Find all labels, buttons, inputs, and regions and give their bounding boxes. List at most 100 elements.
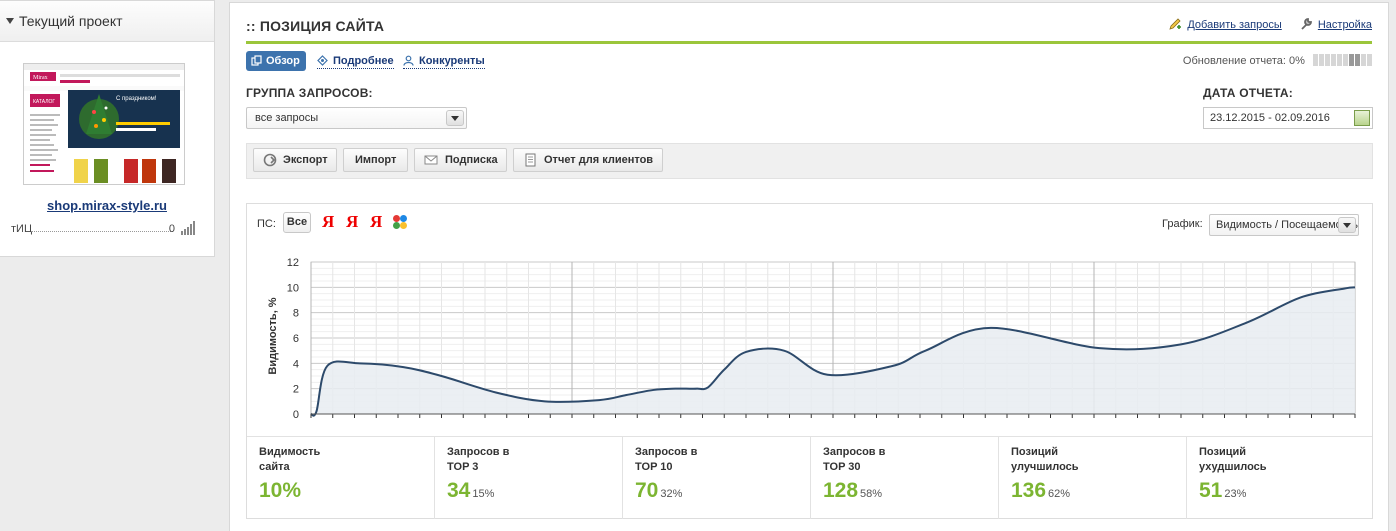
report-date-input[interactable]: 23.12.2015 - 02.09.2016 [1203, 107, 1373, 129]
site-preview-image: Mirax КАТАЛОГ С праздником! [24, 64, 184, 183]
sidebar-header-label: Текущий проект [19, 13, 123, 29]
envelope-icon [424, 155, 438, 165]
query-group-select[interactable]: все запросы [246, 107, 467, 129]
report-toolbar: Экспорт Импорт Подписка Отчет для клиент… [246, 143, 1373, 179]
tic-row: тИЦ 0 [11, 221, 197, 235]
site-thumbnail[interactable]: Mirax КАТАЛОГ С праздником! [23, 63, 185, 185]
stat-title: Позиций улучшилось [1011, 446, 1079, 473]
stat-value: 10% [259, 479, 302, 502]
stat-title: Запросов в TOP 3 [447, 446, 510, 473]
tic-value: 0 [168, 223, 175, 235]
y-tick-label: 0 [293, 409, 299, 421]
y-tick-label: 12 [287, 257, 299, 269]
visibility-line [310, 286, 1356, 417]
chevron-down-icon[interactable] [1338, 217, 1356, 233]
stat-value: 51 [1199, 479, 1223, 502]
import-button[interactable]: Импорт [343, 148, 408, 172]
graph-type-label: График: [1162, 218, 1203, 230]
site-link[interactable]: shop.mirax-style.ru [47, 198, 167, 213]
thumb-logo: Mirax [33, 75, 48, 81]
stat-title: Запросов в TOP 10 [635, 446, 698, 473]
subscribe-button[interactable]: Подписка [414, 148, 507, 172]
sidebar-header[interactable]: Текущий проект [0, 1, 214, 42]
import-label: Импорт [355, 154, 397, 166]
stats-row: Видимость сайта 10% Запросов в TOP 3 34 15%… [247, 436, 1375, 519]
export-button[interactable]: Экспорт [253, 148, 337, 172]
tab-competitors-label: Конкуренты [419, 55, 485, 67]
settings-link[interactable]: Настройка [1299, 18, 1372, 31]
title-divider [246, 41, 1372, 44]
y-tick-label: 8 [293, 308, 299, 320]
tic-leader-dots [31, 231, 173, 232]
stat-top30: Запросов в TOP 30 128 58% [811, 437, 999, 519]
stat-percent: 58% [860, 488, 883, 500]
document-icon [525, 153, 536, 167]
query-group-label: ГРУППА ЗАПРОСОВ: [246, 86, 373, 100]
query-group-value: все запросы [255, 112, 319, 124]
stat-value: 70 [635, 479, 659, 502]
update-progress-bar [1312, 54, 1372, 67]
subscribe-label: Подписка [445, 154, 498, 166]
y-tick-label: 2 [293, 384, 299, 396]
stat-value: 34 [447, 479, 471, 502]
visibility-chart: 0 2 4 6 8 10 12 Видимость, % [267, 257, 1356, 421]
add-queries-link[interactable]: Добавить запросы [1168, 18, 1282, 31]
thumb-banner: С праздником! [116, 96, 157, 102]
tab-details-label: Подробнее [333, 55, 394, 67]
stat-title: Позиций ухудшилось [1199, 446, 1267, 473]
engine-all-button[interactable]: Все [283, 212, 311, 233]
details-icon [317, 55, 328, 66]
yandex-engine-2-button[interactable]: Я [346, 212, 359, 231]
stat-percent: 62% [1048, 488, 1071, 500]
google-engine-icon[interactable] [392, 214, 408, 230]
wrench-icon [1301, 18, 1312, 30]
client-report-label: Отчет для клиентов [544, 154, 654, 166]
stat-top10: Запросов в TOP 10 70 32% [623, 437, 811, 519]
project-sidebar: Текущий проект Mirax КАТАЛОГ С празднико… [0, 0, 215, 257]
y-tick-label: 6 [293, 333, 299, 345]
yandex-engine-1-button[interactable]: Я [322, 212, 335, 231]
visibility-area [311, 287, 1355, 416]
stat-improved: Позиций улучшилось 136 62% [999, 437, 1187, 519]
stat-title: Запросов в TOP 30 [823, 446, 886, 473]
update-label: Обновление отчета: 0% [1182, 55, 1305, 67]
client-report-button[interactable]: Отчет для клиентов [513, 148, 663, 172]
settings-label: Настройка [1317, 19, 1372, 31]
calendar-icon[interactable] [1354, 110, 1370, 126]
search-engine-label: ПС: [257, 218, 276, 230]
page-title: :: ПОЗИЦИЯ САЙТА [246, 18, 385, 34]
export-label: Экспорт [283, 154, 328, 166]
pencil-plus-icon [1169, 18, 1182, 30]
tab-details[interactable]: Подробнее [317, 53, 394, 69]
tab-overview[interactable]: Обзор [246, 51, 306, 71]
stat-percent: 15% [472, 488, 495, 500]
position-panel: :: ПОЗИЦИЯ САЙТА Добавить запросы Настро… [229, 2, 1389, 531]
tab-competitors[interactable]: Конкуренты [403, 53, 485, 69]
stat-worsened: Позиций ухудшилось 51 23% [1187, 437, 1375, 519]
top-links: Добавить запросы Настройка [1154, 17, 1372, 31]
stat-value: 136 [1011, 479, 1047, 502]
visibility-chart-panel: ПС: Все Я Я Я График: Видимость / Посеща… [246, 203, 1373, 519]
graph-type-value: Видимость / Посещаемость [1216, 219, 1359, 231]
graph-type-select[interactable]: Видимость / Посещаемость [1209, 214, 1359, 236]
tab-overview-label: Обзор [266, 55, 300, 67]
collapse-triangle-icon[interactable] [6, 18, 14, 24]
competitors-icon [403, 55, 414, 66]
yandex-engine-3-button[interactable]: Я [370, 212, 383, 231]
stat-percent: 23% [1224, 488, 1247, 500]
stat-percent: 32% [660, 488, 683, 500]
y-tick-label: 10 [287, 282, 299, 294]
chevron-down-icon[interactable] [446, 110, 464, 126]
export-icon [263, 153, 277, 167]
overview-icon [251, 55, 262, 66]
add-queries-label: Добавить запросы [1187, 19, 1282, 31]
report-date-label: ДАТА ОТЧЕТА: [1203, 86, 1293, 100]
stat-title: Видимость сайта [259, 446, 321, 473]
thumb-nav: КАТАЛОГ [33, 99, 55, 105]
stat-value: 128 [823, 479, 859, 502]
y-axis-label: Видимость, % [267, 297, 279, 374]
report-update-status: Обновление отчета: 0% [1183, 54, 1372, 67]
signal-bars-icon [181, 221, 195, 235]
stat-top3: Запросов в TOP 3 34 15% [435, 437, 623, 519]
stat-visibility: Видимость сайта 10% [247, 437, 435, 519]
